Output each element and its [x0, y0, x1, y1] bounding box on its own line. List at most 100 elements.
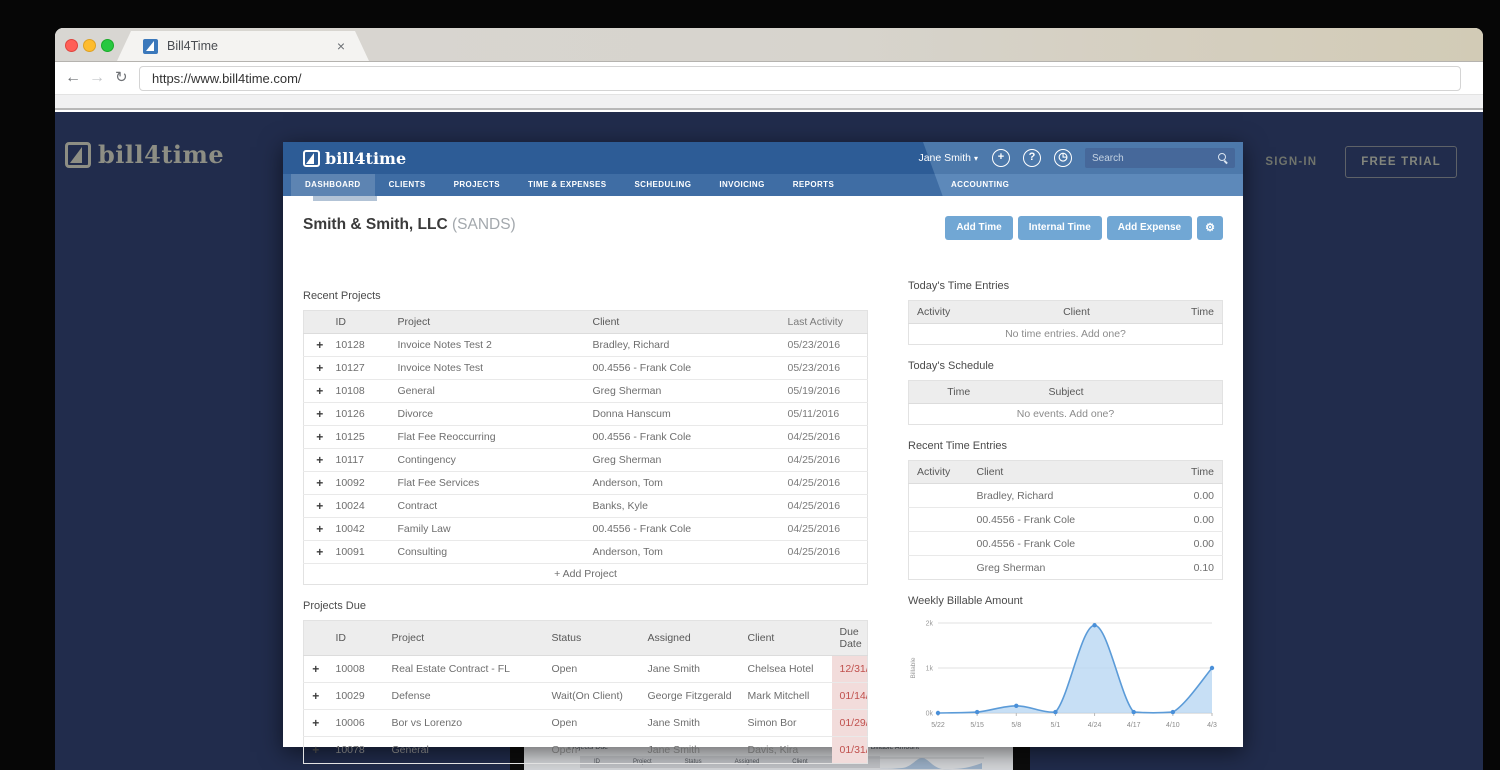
project-name[interactable]: Family Law — [389, 517, 585, 541]
last-activity-date: 05/23/2016 — [779, 356, 868, 380]
site-nav-sign-in[interactable]: SIGN-IN — [1265, 156, 1318, 168]
expand-plus-icon[interactable]: + — [303, 682, 328, 710]
close-window-button[interactable] — [65, 39, 78, 52]
time-entry-row: 00.4556 - Frank Cole 0.00 — [908, 531, 1223, 556]
column-header: Activity — [908, 460, 969, 484]
add-expense-button[interactable]: Add Expense — [1106, 216, 1193, 240]
assigned-to: George Fitzgerald — [639, 682, 740, 710]
search-icon[interactable] — [1218, 153, 1228, 163]
project-name[interactable]: Real Estate Contract - FL — [383, 655, 544, 683]
project-id: 10008 — [327, 655, 384, 683]
client-name: Chelsea Hotel — [739, 655, 832, 683]
project-name[interactable]: Bor vs Lorenzo — [383, 709, 544, 737]
expand-plus-icon[interactable]: + — [303, 655, 328, 683]
expand-plus-icon[interactable]: + — [303, 709, 328, 737]
client-name: Donna Hanscum — [584, 402, 780, 426]
reload-icon[interactable]: ↻ — [115, 69, 128, 86]
column-header: Project — [389, 310, 585, 334]
search-input[interactable]: Search — [1085, 148, 1235, 168]
forward-icon[interactable]: → — [89, 69, 105, 86]
help-icon[interactable]: ? — [1023, 149, 1041, 167]
svg-text:5/1: 5/1 — [1051, 722, 1061, 729]
app-nav-scheduling[interactable]: SCHEDULING — [634, 180, 692, 189]
client-name: Anderson, Tom — [584, 471, 780, 495]
assigned-to: Jane Smith — [639, 655, 740, 683]
client-name: 00.4556 - Frank Cole — [584, 356, 780, 380]
last-activity-date: 05/11/2016 — [779, 402, 868, 426]
expand-column-header — [303, 310, 328, 334]
client-name: 00.4556 - Frank Cole — [968, 507, 1175, 532]
back-icon[interactable]: ← — [65, 69, 81, 86]
svg-text:5/22: 5/22 — [931, 722, 945, 729]
app-logo-icon — [303, 149, 320, 167]
expand-plus-icon[interactable]: + — [303, 425, 328, 449]
app-nav-time-expenses[interactable]: TIME & EXPENSES — [527, 180, 607, 189]
settings-gear-button[interactable]: ⚙ — [1197, 216, 1223, 240]
quick-add-icon[interactable]: + — [992, 149, 1010, 167]
mini-column-header: Project — [632, 759, 652, 765]
project-name[interactable]: Contingency — [389, 448, 585, 472]
expand-plus-icon[interactable]: + — [303, 356, 328, 380]
internal-time-button[interactable]: Internal Time — [1017, 216, 1102, 240]
expand-plus-icon[interactable]: + — [303, 333, 328, 357]
app-nav-projects[interactable]: PROJECTS — [453, 180, 500, 189]
app-nav-reports[interactable]: REPORTS — [792, 180, 835, 189]
browser-tab[interactable]: Bill4Time × — [117, 31, 369, 61]
no-time-entries-message[interactable]: No time entries. Add one? — [1005, 328, 1126, 340]
activity — [909, 556, 969, 580]
expand-plus-icon[interactable]: + — [303, 448, 328, 472]
last-activity-date: 04/25/2016 — [779, 448, 868, 472]
expand-plus-icon[interactable]: + — [303, 517, 328, 541]
client-name: Greg Sherman — [584, 379, 780, 403]
minimize-window-button[interactable] — [83, 39, 96, 52]
app-nav-accounting[interactable]: ACCOUNTING — [951, 180, 1010, 189]
add-time-button[interactable]: Add Time — [945, 216, 1013, 240]
project-name[interactable]: Flat Fee Services — [389, 471, 585, 495]
activity — [908, 531, 969, 556]
user-menu[interactable]: Jane Smith ▾ — [918, 152, 978, 164]
expand-plus-icon[interactable]: + — [303, 379, 328, 403]
recent-project-row: + 10091 Consulting Anderson, Tom 04/25/2… — [303, 540, 868, 564]
column-header: Client — [968, 460, 1175, 484]
expand-plus-icon[interactable]: + — [303, 402, 328, 426]
project-name[interactable]: General — [389, 379, 585, 403]
project-name[interactable]: Invoice Notes Test 2 — [389, 333, 585, 357]
expand-plus-icon[interactable]: + — [303, 540, 328, 564]
no-events-message[interactable]: No events. Add one? — [1016, 408, 1115, 420]
svg-text:5/15: 5/15 — [970, 722, 984, 729]
project-due-row: + 10008 Real Estate Contract - FL Open J… — [303, 655, 868, 683]
due-date: 01/14/2011 — [831, 682, 868, 710]
tab-close-icon[interactable]: × — [336, 38, 345, 54]
timer-icon[interactable]: ◷ — [1054, 149, 1072, 167]
project-name[interactable]: Consulting — [389, 540, 585, 564]
svg-text:2k: 2k — [926, 621, 934, 628]
app-logo[interactable]: bill4time — [303, 149, 406, 168]
free-trial-button[interactable]: FREE TRIAL — [1345, 146, 1457, 178]
project-name[interactable]: Divorce — [389, 402, 585, 426]
recent-project-row: + 10126 Divorce Donna Hanscum 05/11/2016 — [303, 402, 868, 426]
last-activity-date: 05/23/2016 — [779, 333, 868, 357]
project-name[interactable]: General — [391, 744, 429, 756]
app-nav-dashboard[interactable]: DASHBOARD — [291, 174, 375, 196]
app-nav-invoicing[interactable]: INVOICING — [719, 180, 765, 189]
project-name[interactable]: Contract — [389, 494, 585, 518]
expand-plus-icon[interactable]: + — [312, 743, 320, 757]
add-project-link[interactable]: + Add Project — [554, 568, 617, 580]
recent-project-row: + 10117 Contingency Greg Sherman 04/25/2… — [303, 448, 868, 472]
expand-plus-icon[interactable]: + — [303, 494, 328, 518]
zoom-window-button[interactable] — [101, 39, 114, 52]
address-bar[interactable]: https://www.bill4time.com/ — [139, 66, 1461, 91]
projects-due-table: ID Project Status Assigned Client Due Date + … — [303, 620, 868, 764]
project-name[interactable]: Invoice Notes Test — [389, 356, 585, 380]
time-value: 0.10 — [1193, 561, 1214, 574]
recent-time-entries-table: Activity Client Time Bradley, Richard 0.00… — [908, 460, 1223, 580]
last-activity-date: 04/25/2016 — [779, 517, 868, 541]
column-header: Client — [739, 620, 832, 656]
project-name[interactable]: Flat Fee Reoccurring — [389, 425, 585, 449]
site-logo-text: bill4time — [98, 140, 225, 169]
app-nav-clients[interactable]: CLIENTS — [388, 180, 426, 189]
project-name[interactable]: Defense — [383, 682, 544, 710]
expand-plus-icon[interactable]: + — [303, 471, 328, 495]
site-logo[interactable]: bill4time — [65, 140, 224, 169]
app-nav-items: DASHBOARD CLIENTS PROJECTS TIME & EXPENSES S… — [283, 174, 1009, 196]
